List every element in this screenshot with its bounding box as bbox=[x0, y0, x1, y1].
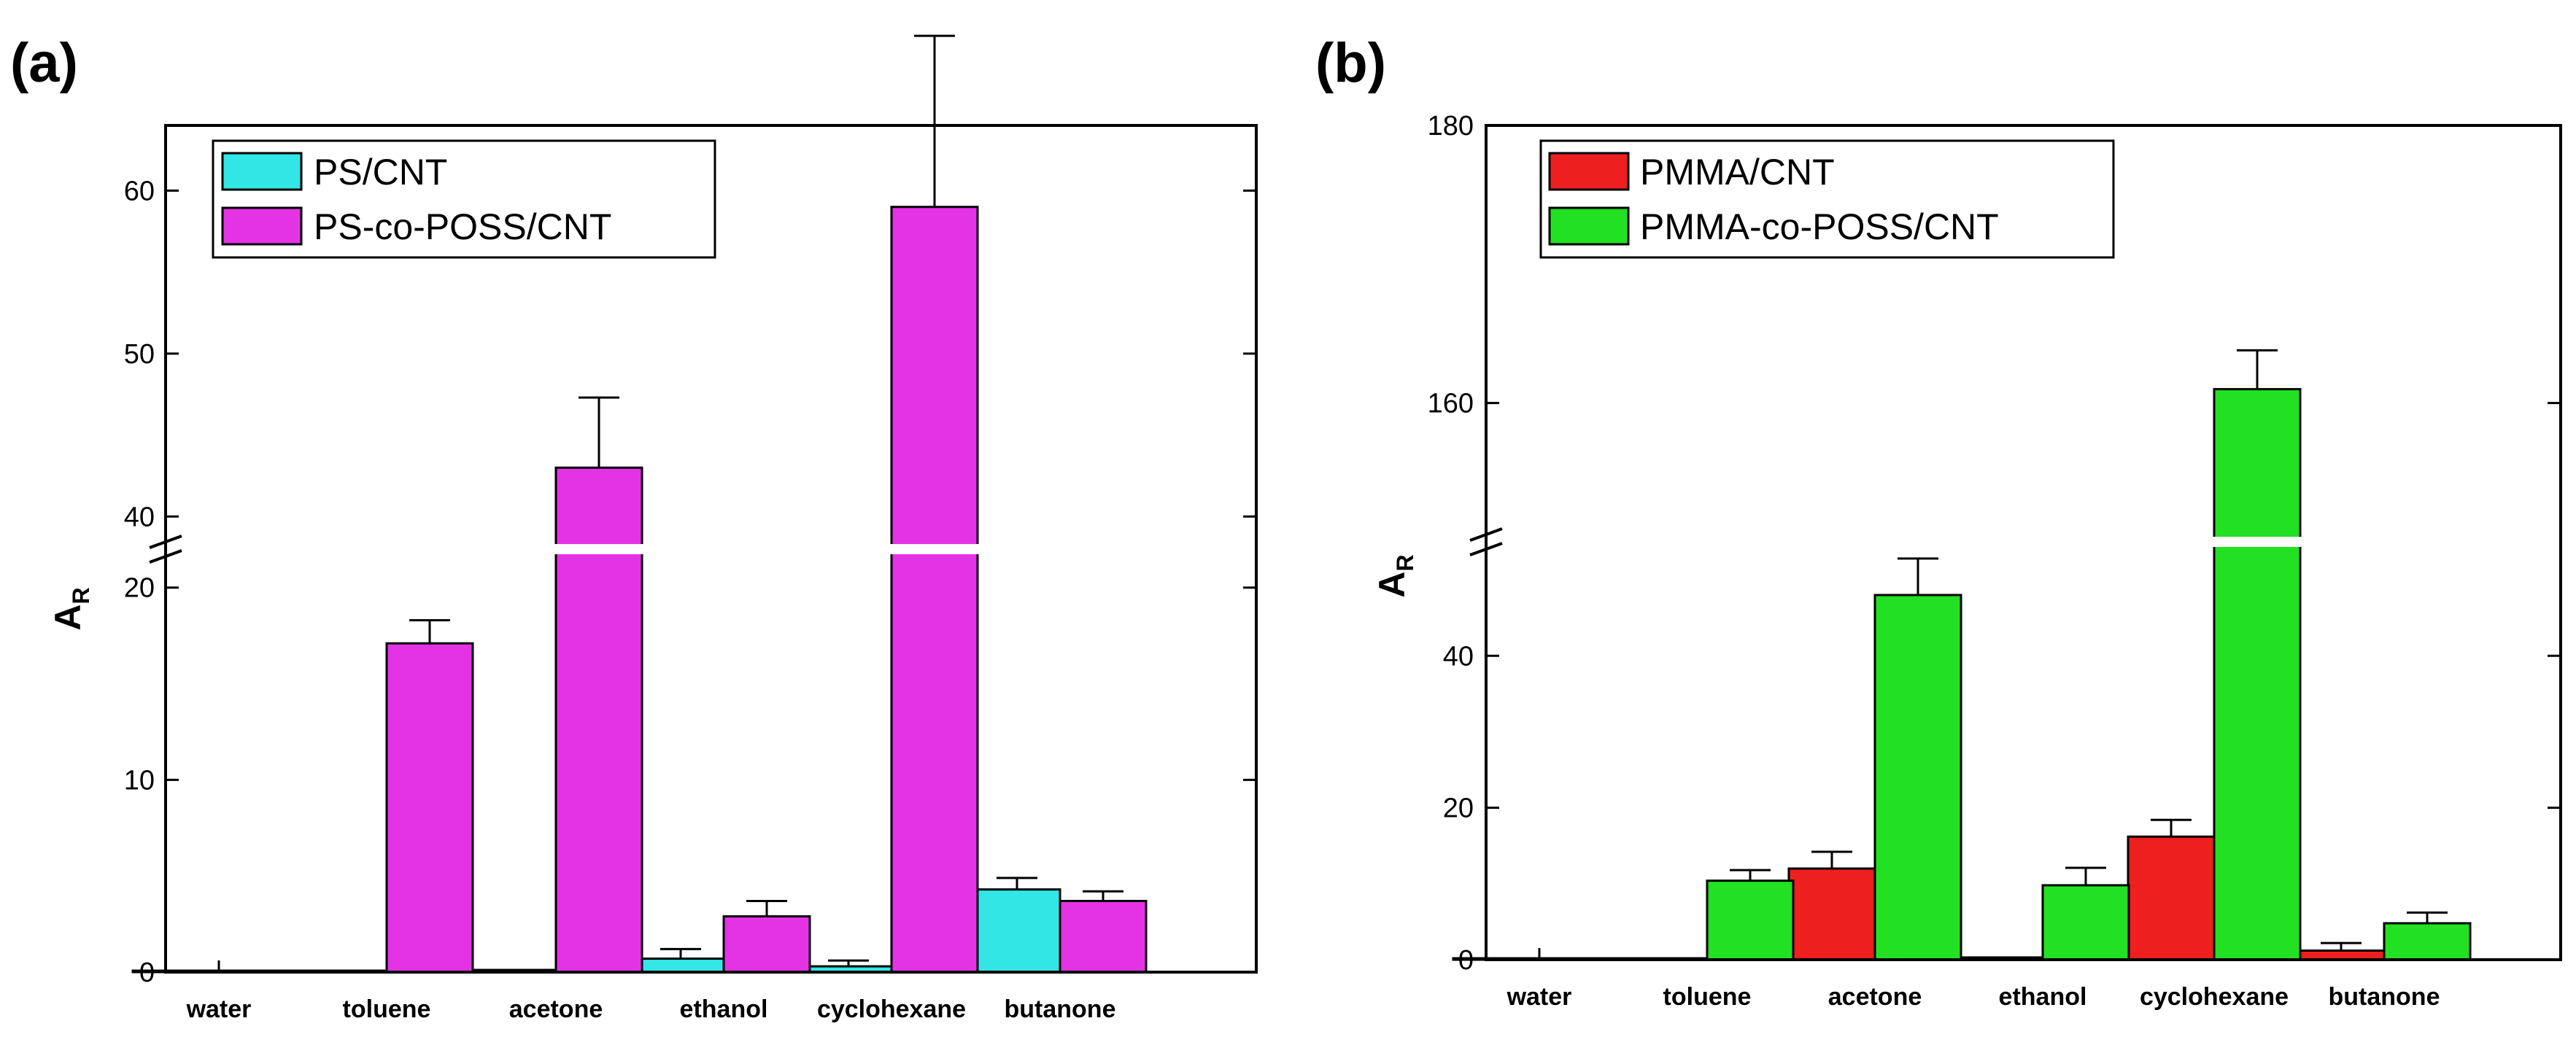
category-label-cyclohexane: cyclohexane bbox=[2140, 983, 2289, 1011]
bar-ps-co-poss-cnt-cyclohexane bbox=[890, 206, 979, 974]
legend-swatch-ps-cnt bbox=[221, 152, 303, 191]
category-label-ethanol: ethanol bbox=[1999, 983, 2087, 1011]
ytick-label-160: 160 bbox=[1428, 389, 1474, 419]
axis-break-mark bbox=[1469, 542, 1503, 556]
panel-a: (a) AR 0 10 20 40 50 60 water toluene acetone et… bbox=[10, 32, 1258, 1023]
axis-break-mark bbox=[1469, 527, 1503, 542]
legend-swatch-pmma-cnt bbox=[1548, 152, 1630, 191]
plot-frame bbox=[1485, 124, 2562, 961]
bar-ps-cnt-ethanol bbox=[636, 958, 725, 974]
ytick-label-20: 20 bbox=[124, 573, 155, 604]
panel-b-label: (b) bbox=[1315, 32, 1386, 94]
errorbar-ps-co-poss-cnt-toluene bbox=[409, 619, 450, 644]
bar-pmma-co-poss-cnt-acetone bbox=[1873, 594, 1962, 961]
bar-pmma-cnt-cyclohexane bbox=[2127, 835, 2216, 961]
bar-ps-co-poss-cnt-ethanol bbox=[722, 915, 811, 974]
errorbar-pmma-cnt-butanone bbox=[2321, 941, 2362, 951]
ytick-label-0: 0 bbox=[139, 958, 155, 988]
legend-label-ps-co-poss-cnt: PS-co-POSS/CNT bbox=[314, 206, 611, 247]
ytick-label-10: 10 bbox=[124, 765, 155, 796]
category-label-acetone: acetone bbox=[509, 995, 603, 1023]
bar-ps-co-poss-cnt-toluene bbox=[385, 642, 474, 974]
bar-ps-cnt-butanone bbox=[972, 888, 1061, 974]
ytick-label-0: 0 bbox=[1458, 945, 1474, 976]
bar-pmma-co-poss-cnt-cyclohexane bbox=[2213, 388, 2302, 961]
legend-swatch-ps-co-poss-cnt bbox=[221, 206, 303, 246]
panel-b: (b) AR 0 20 40 160 180 water toluene acetone et… bbox=[1315, 32, 2562, 1011]
bar-ps-co-poss-cnt-acetone bbox=[554, 466, 643, 974]
errorbar-ps-co-poss-cnt-butanone bbox=[1083, 890, 1123, 901]
axis-break-mark bbox=[149, 535, 182, 549]
axis-break-gap bbox=[1488, 537, 2559, 547]
errorbar-ps-cnt-cyclohexane bbox=[828, 959, 869, 967]
category-label-water: water bbox=[186, 995, 252, 1023]
category-label-acetone: acetone bbox=[1828, 983, 1922, 1011]
legend-swatch-pmma-co-poss-cnt bbox=[1548, 206, 1630, 246]
category-label-ethanol: ethanol bbox=[680, 995, 768, 1023]
errorbar-pmma-co-poss-cnt-acetone bbox=[1898, 557, 1938, 595]
ytick-label-40: 40 bbox=[1443, 641, 1474, 672]
bar-pmma-co-poss-cnt-toluene bbox=[1706, 879, 1795, 961]
errorbar-pmma-cnt-cyclohexane bbox=[2151, 818, 2192, 837]
plot-frame bbox=[164, 124, 1258, 974]
ytick-label-180: 180 bbox=[1428, 111, 1474, 141]
errorbar-pmma-co-poss-cnt-butanone bbox=[2407, 911, 2448, 923]
legend-frame bbox=[1539, 139, 2115, 259]
errorbar-pmma-co-poss-cnt-toluene bbox=[1730, 869, 1771, 881]
bar-ps-co-poss-cnt-butanone bbox=[1059, 899, 1148, 974]
ytick-label-40: 40 bbox=[124, 502, 155, 532]
panel-b-legend: PMMA/CNT PMMA-co-POSS/CNT bbox=[1539, 139, 2115, 259]
legend-label-pmma-co-poss-cnt: PMMA-co-POSS/CNT bbox=[1640, 206, 1999, 247]
category-label-cyclohexane: cyclohexane bbox=[817, 995, 966, 1023]
axis-break-gap bbox=[167, 544, 1255, 554]
panel-a-ylabel: AR bbox=[47, 587, 94, 630]
errorbar-pmma-co-poss-cnt-cyclohexane bbox=[2237, 349, 2278, 389]
panel-a-label: (a) bbox=[10, 32, 78, 94]
errorbar-ps-co-poss-cnt-ethanol bbox=[746, 899, 787, 917]
errorbar-ps-cnt-butanone bbox=[997, 877, 1037, 890]
errorbar-ps-co-poss-cnt-cyclohexane bbox=[914, 34, 955, 207]
category-label-butanone: butanone bbox=[1005, 995, 1116, 1023]
bar-pmma-cnt-acetone bbox=[1787, 867, 1876, 961]
axis-break-mark bbox=[149, 549, 182, 564]
category-label-water: water bbox=[1506, 983, 1572, 1011]
panel-a-legend: PS/CNT PS-co-POSS/CNT bbox=[212, 139, 716, 259]
legend-label-ps-cnt: PS/CNT bbox=[314, 152, 447, 193]
ytick-label-60: 60 bbox=[124, 176, 155, 206]
errorbar-pmma-cnt-acetone bbox=[1811, 850, 1852, 869]
bar-pmma-co-poss-cnt-ethanol bbox=[2041, 884, 2130, 961]
errorbar-pmma-co-poss-cnt-ethanol bbox=[2065, 866, 2106, 885]
legend-label-pmma-cnt: PMMA/CNT bbox=[1640, 152, 1835, 193]
errorbar-ps-co-poss-cnt-acetone bbox=[579, 396, 619, 468]
bar-pmma-co-poss-cnt-butanone bbox=[2383, 922, 2472, 961]
panel-b-ylabel: AR bbox=[1372, 554, 1418, 597]
category-label-toluene: toluene bbox=[343, 995, 431, 1023]
errorbar-ps-cnt-ethanol bbox=[660, 947, 701, 959]
ytick-label-20: 20 bbox=[1443, 793, 1474, 824]
category-label-butanone: butanone bbox=[2329, 983, 2440, 1011]
category-label-toluene: toluene bbox=[1663, 983, 1752, 1011]
ytick-label-50: 50 bbox=[124, 339, 155, 370]
